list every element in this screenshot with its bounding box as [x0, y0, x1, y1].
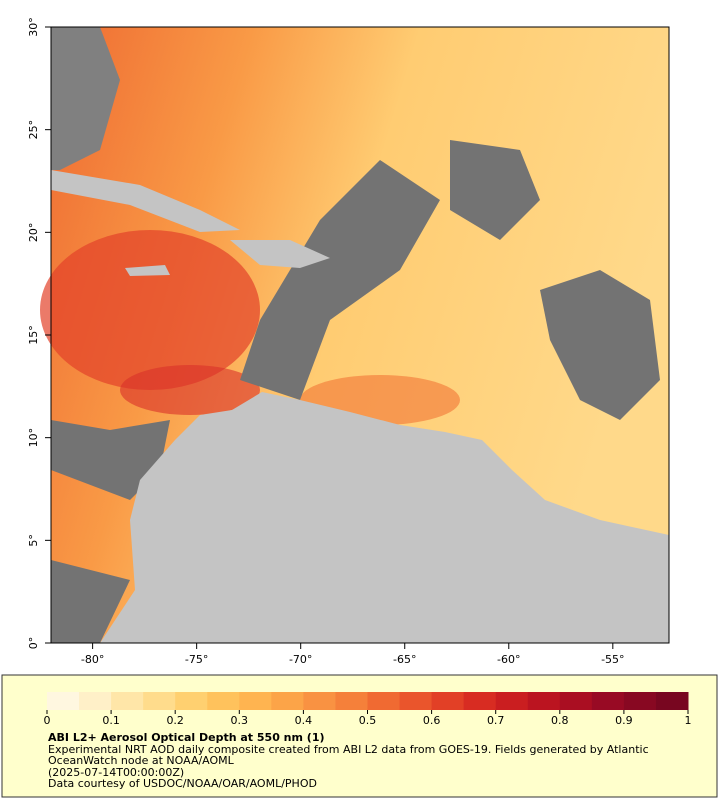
- colorbar-segment: [495, 692, 529, 710]
- colorbar-tick-label: 0.3: [231, 714, 249, 727]
- colorbar-tick-label: 0.6: [423, 714, 441, 727]
- colorbar-tick-label: 0.9: [615, 714, 633, 727]
- caption: ABI L2+ Aerosol Optical Depth at 550 nm …: [48, 732, 688, 790]
- colorbar-tick-label: 0.5: [359, 714, 377, 727]
- colorbar-segment: [399, 692, 433, 710]
- colorbar-tick-label: 0: [44, 714, 51, 727]
- colorbar-segment: [111, 692, 144, 710]
- x-tick-label: -75°: [185, 653, 208, 666]
- y-tick-label: 20°: [27, 223, 40, 243]
- colorbar-segment: [559, 692, 593, 710]
- colorbar-tick-label: 0.1: [102, 714, 120, 727]
- colorbar-segment: [335, 692, 368, 710]
- colorbar-tick-label: 0.8: [551, 714, 569, 727]
- colorbar-tick-label: 1: [685, 714, 692, 727]
- caption-description: Experimental NRT AOD daily composite cre…: [48, 742, 649, 767]
- x-tick-label: -60°: [497, 653, 520, 666]
- y-tick-label: 15°: [27, 325, 40, 345]
- colorbar-segment: [431, 692, 465, 710]
- colorbar-tick-label: 0.2: [166, 714, 184, 727]
- colorbar-segment: [239, 692, 272, 710]
- colorbar-segment: [175, 692, 208, 710]
- colorbar-segment: [79, 692, 112, 710]
- colorbar-segment: [591, 692, 625, 710]
- axes: -80° -75° -70° -65° -60° -55° 0° 5° 10° 15° 20° 25°…: [27, 17, 625, 666]
- colorbar-segment: [527, 692, 561, 710]
- map-field: [40, 27, 669, 643]
- caption-credit: Data courtesy of USDOC/NOAA/OAR/AOML/PHO…: [48, 777, 317, 790]
- colorbar-segment: [303, 692, 336, 710]
- x-tick-label: -55°: [601, 653, 624, 666]
- y-tick-label: 25°: [27, 120, 40, 140]
- colorbar-segment: [207, 692, 240, 710]
- colorbar-segment: [655, 692, 689, 710]
- colorbar-segment: [367, 692, 401, 710]
- colorbar-segment: [143, 692, 176, 710]
- caption-title: ABI L2+ Aerosol Optical Depth at 550 nm …: [48, 731, 325, 744]
- colorbar-tick-label: 0.4: [295, 714, 313, 727]
- x-tick-label: -80°: [81, 653, 104, 666]
- y-tick-label: 0°: [27, 637, 40, 650]
- caption-time: (2025-07-14T00:00:00Z): [48, 765, 185, 779]
- colorbar-segment: [463, 692, 497, 710]
- colorbar: 0 0.1 0.2 0.3 0.4 0.5 0.6 0.7 0.8 0.9 1: [44, 692, 692, 727]
- x-tick-label: -70°: [289, 653, 312, 666]
- colorbar-segment: [271, 692, 304, 710]
- colorbar-segment: [623, 692, 657, 710]
- y-tick-label: 10°: [27, 428, 40, 448]
- x-tick-label: -65°: [393, 653, 416, 666]
- colorbar-tick-label: 0.7: [487, 714, 505, 727]
- y-tick-label: 5°: [27, 534, 40, 547]
- colorbar-segment: [47, 692, 80, 710]
- y-tick-label: 30°: [27, 17, 40, 37]
